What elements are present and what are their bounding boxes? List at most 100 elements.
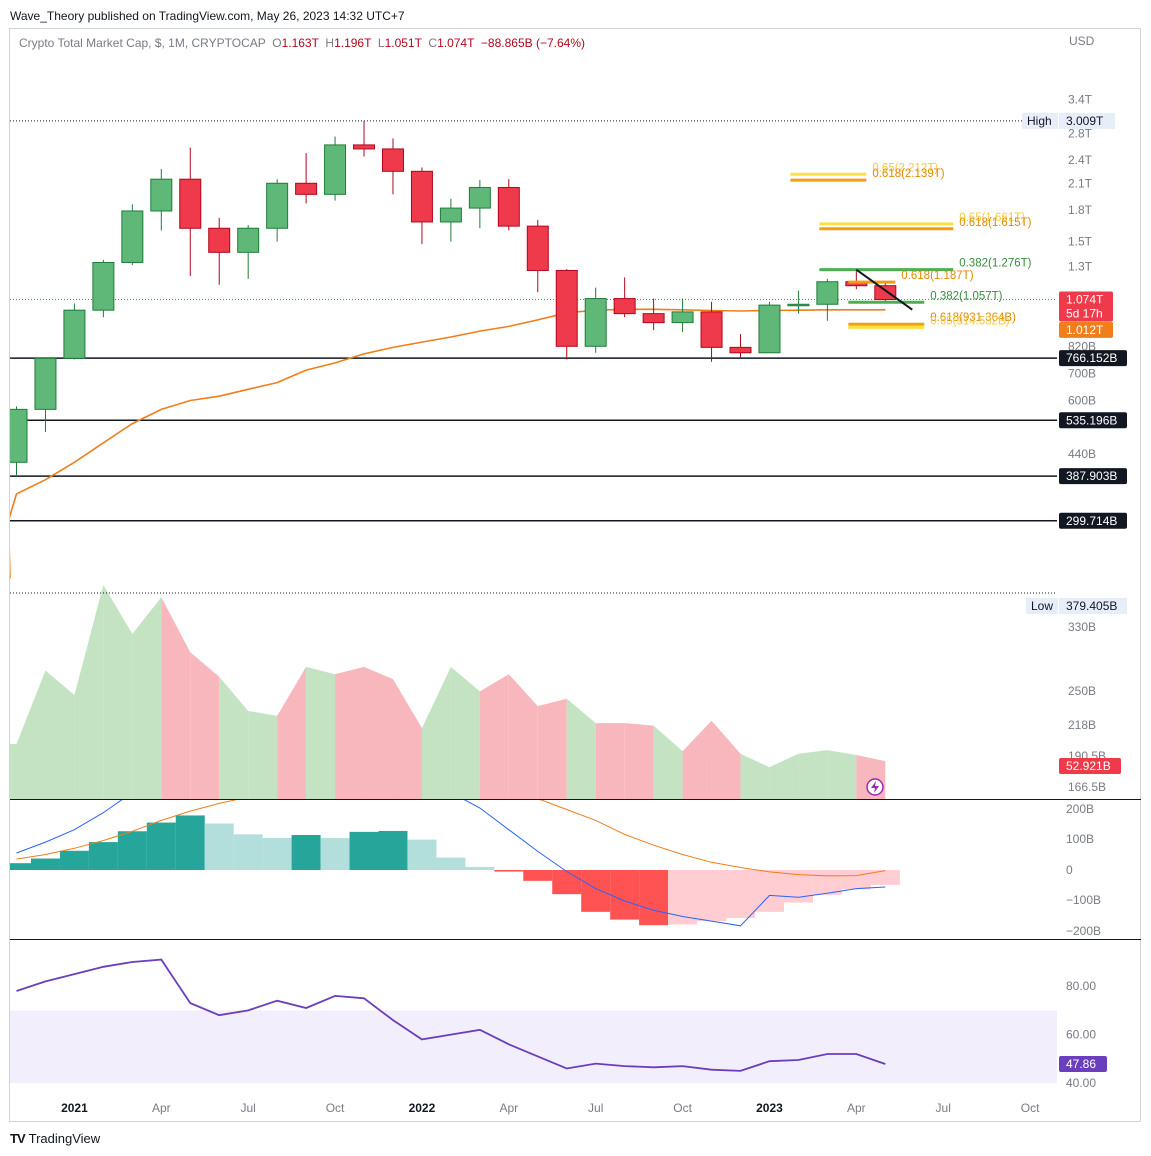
y-axis-tick-label: 700B [1068, 367, 1096, 381]
macd-histogram-bar [870, 870, 900, 885]
level-price-badge-text: 387.903B [1066, 469, 1117, 483]
volume-area-segment [682, 720, 712, 799]
rsi-band [10, 1010, 1057, 1083]
x-axis-tick-label: Jul [936, 1101, 951, 1115]
volume-area-segment [653, 725, 683, 799]
candle-body [758, 304, 781, 354]
macd-histogram-bar [465, 866, 495, 870]
y-axis-tick-label: 600B [1068, 393, 1096, 407]
change-value: −88.865B (−7.64%) [480, 36, 585, 50]
high-label: H [325, 36, 335, 50]
candle-body [671, 311, 694, 324]
candle-body [179, 178, 202, 229]
fib-level-label: 0.65(914.532B) [930, 315, 1009, 327]
low-label: Low [1031, 599, 1053, 613]
candles [10, 120, 897, 476]
fib-level-label: 0.382(1.276T) [959, 258, 1031, 270]
x-axis-tick-label: Apr [847, 1101, 866, 1115]
countdown-value: 5d 17h [1066, 307, 1103, 321]
volume-area-segment [769, 753, 799, 799]
volume-series [10, 585, 886, 799]
macd-histogram-bar [841, 870, 871, 890]
macd-histogram-bar [88, 842, 118, 870]
macd-histogram-bar [494, 870, 524, 872]
rsi-line [16, 958, 886, 1072]
macd-histogram-bar [349, 831, 379, 870]
ema-value-badge: 1.012T [1059, 321, 1113, 338]
candle-body [10, 408, 28, 463]
fib-level-label: 0.382(1.057T) [930, 290, 1002, 302]
x-axis-tick-label: Apr [499, 1101, 518, 1115]
y-axis-tick-label: 3.4T [1068, 93, 1093, 107]
lightning-icon-bolt [871, 781, 879, 793]
x-axis-tick-label: Oct [1021, 1101, 1040, 1115]
candle-body [150, 178, 173, 212]
rsi-y-tick-label: 80.00 [1066, 979, 1096, 993]
x-axis-tick-label: 2022 [409, 1101, 436, 1115]
level-price-badge-bg [1059, 350, 1127, 367]
candle-body [353, 144, 376, 150]
candle-body [237, 227, 260, 253]
y-axis-tick-label: 440B [1068, 447, 1096, 461]
fib-level-label: 0.618(1.615T) [959, 217, 1031, 229]
candle-body [121, 210, 144, 263]
macd-histogram-bar [204, 823, 234, 870]
volume-area-segment [306, 666, 336, 799]
high-label-bg [1022, 112, 1058, 129]
volume-area-segment [392, 679, 422, 799]
low-value: 379.405B [1066, 599, 1117, 613]
x-axis-tick-label: Apr [152, 1101, 171, 1115]
candle-body [295, 182, 318, 195]
macd-histogram-bar [726, 870, 755, 919]
candle-body [584, 298, 607, 347]
rsi-group [16, 958, 886, 1072]
fib-level-label: 0.618(2.139T) [872, 168, 944, 180]
macd-histogram-bar [436, 857, 466, 870]
symbol-legend: Crypto Total Market Cap, $, 1M, CRYPTOCA… [19, 36, 585, 50]
volume-area-segment [74, 585, 104, 799]
y-axis-tick-label: 2.1T [1068, 176, 1093, 190]
y-axis-tick-label: 1.5T [1068, 235, 1093, 249]
volume-area-segment [479, 674, 509, 799]
level-price-badge-text: 766.152B [1066, 351, 1117, 365]
close-label: C [428, 36, 438, 50]
candle-body [266, 182, 289, 229]
volume-value-badge-bg [1059, 758, 1121, 774]
tradingview-logo-icon: TV [10, 1131, 26, 1146]
macd-histogram-bar [552, 870, 582, 895]
y-axis-tick-label: 218B [1068, 718, 1096, 732]
volume-area-segment [103, 585, 133, 799]
level-price-badge-text: 535.196B [1066, 413, 1117, 427]
fib-level-label: 0.618(1.187T) [901, 270, 973, 282]
volume-area-segment [364, 666, 393, 799]
level-price-badge-bg [1059, 468, 1127, 485]
macd-histogram-bar [697, 870, 727, 922]
candle-body [381, 148, 404, 172]
trendline [855, 268, 913, 311]
ema-line [10, 308, 886, 579]
volume-area-segment [161, 597, 191, 799]
macd-histogram [10, 815, 900, 926]
macd-histogram-bar [291, 834, 321, 870]
x-axis-tick-label: 2023 [756, 1101, 783, 1115]
macd-histogram-bar [233, 834, 263, 870]
macd-lines [16, 800, 886, 927]
rsi-value-badge: 47.86 [1059, 1055, 1107, 1072]
candle-body [729, 346, 752, 354]
rsi-value-badge-text: 47.86 [1066, 1057, 1096, 1071]
chart-frame [9, 28, 1141, 1122]
low-label-bg [1026, 598, 1058, 614]
macd-histogram-bar [812, 870, 842, 895]
x-axis-tick-label: Jul [241, 1101, 256, 1115]
candle-body [787, 303, 810, 307]
volume-area-segment [450, 666, 480, 799]
candle-body [816, 281, 839, 305]
y-axis-tick-label: 2.8T [1068, 126, 1093, 140]
volume-area-segment [624, 723, 654, 799]
high-label: High [1027, 114, 1052, 128]
level-price-badge: 387.903B [1059, 468, 1127, 485]
macd-y-tick-label: −200B [1066, 924, 1101, 938]
volume-area-segment [16, 670, 46, 799]
y-axis-tick-label: 820B [1068, 339, 1096, 353]
